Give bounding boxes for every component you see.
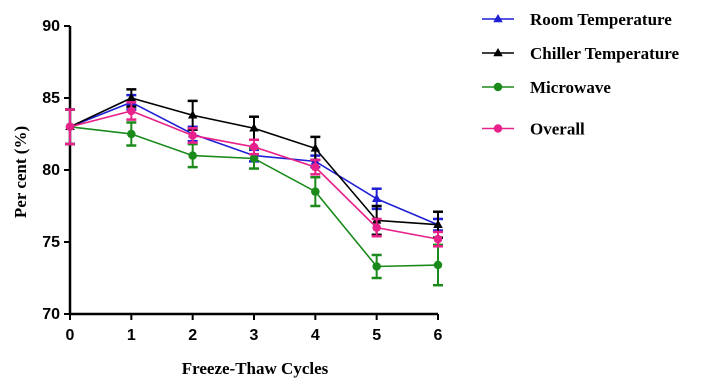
data-point xyxy=(433,219,443,228)
legend-label: Microwave xyxy=(530,78,611,97)
data-point xyxy=(188,131,197,140)
legend-label: Overall xyxy=(530,120,585,139)
legend-marker xyxy=(493,124,503,133)
data-point xyxy=(249,142,259,152)
legend-marker xyxy=(493,82,503,92)
data-point xyxy=(65,122,75,132)
axes: 70 75 80 85 90 0 1 2 3 4 5 6 xyxy=(42,18,442,344)
data-point xyxy=(127,106,136,116)
data-point xyxy=(249,123,259,132)
data-point xyxy=(188,151,197,160)
data-point xyxy=(371,193,382,203)
x-tick-label: 5 xyxy=(372,327,381,344)
data-point xyxy=(372,262,381,271)
legend: Room Temperature Chiller Temperature Micro… xyxy=(482,10,680,139)
data-point xyxy=(433,234,443,244)
legend-item: Room Temperature xyxy=(482,10,672,29)
y-tick-label: 75 xyxy=(42,234,60,251)
legend-label: Chiller Temperature xyxy=(530,44,680,63)
y-tick-label: 90 xyxy=(42,18,60,35)
legend-label: Room Temperature xyxy=(530,10,672,29)
y-tick-label: 70 xyxy=(42,306,60,323)
series-overall xyxy=(65,101,443,248)
y-tick-label: 80 xyxy=(42,162,60,179)
legend-item: Chiller Temperature xyxy=(482,44,680,63)
data-point xyxy=(372,223,381,232)
data-point xyxy=(187,110,198,119)
x-tick-label: 2 xyxy=(188,327,197,344)
data-point xyxy=(311,187,320,196)
x-axis-title: Freeze-Thaw Cycles xyxy=(182,359,329,378)
data-point xyxy=(126,93,137,102)
data-point xyxy=(310,143,321,152)
data-point xyxy=(127,129,136,139)
legend-item: Microwave xyxy=(482,78,611,97)
data-point xyxy=(433,260,443,270)
x-tick-label: 0 xyxy=(66,327,75,344)
x-tick-label: 3 xyxy=(250,327,259,344)
x-tick-label: 1 xyxy=(127,327,136,344)
x-tick-label: 6 xyxy=(434,327,443,344)
data-point xyxy=(249,154,259,163)
series-layer xyxy=(65,88,443,287)
y-tick-label: 85 xyxy=(42,90,60,107)
legend-marker xyxy=(493,14,503,23)
legend-marker xyxy=(493,48,503,57)
legend-item: Overall xyxy=(482,120,585,139)
y-axis-title: Per cent (%) xyxy=(11,126,30,218)
x-tick-label: 4 xyxy=(311,327,320,344)
data-point xyxy=(311,162,320,172)
